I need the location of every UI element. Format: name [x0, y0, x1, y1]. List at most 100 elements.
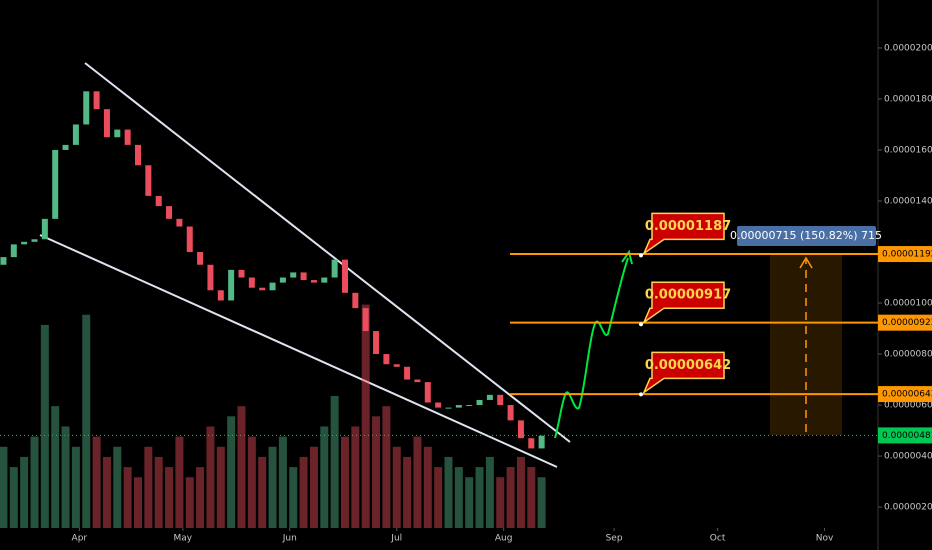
volume-bar	[40, 324, 49, 528]
volume-bar	[71, 446, 80, 528]
callout-label: 0.00001187	[645, 219, 731, 234]
x-tick-label: Jun	[282, 534, 297, 544]
candle-body	[145, 165, 152, 196]
price-label: 0.00000643	[882, 390, 932, 400]
volume-bar	[372, 416, 381, 528]
volume-bar	[465, 477, 474, 528]
x-tick-label: Sep	[606, 534, 623, 544]
target-callout: 0.00000642	[639, 351, 731, 397]
candle-body	[83, 91, 90, 125]
candle-body	[424, 382, 431, 403]
volume-bar	[506, 467, 515, 528]
candle-body	[373, 331, 380, 355]
price-label: 0.00001192	[882, 250, 932, 260]
volume-bar	[206, 426, 215, 528]
candle-body	[383, 354, 390, 365]
candle-body	[393, 364, 400, 367]
candle-body	[10, 244, 17, 258]
candle-body	[414, 379, 421, 383]
candle-body	[103, 109, 110, 138]
upper-trendline	[84, 62, 571, 443]
volume-bar	[413, 436, 422, 528]
candle-body	[72, 124, 79, 145]
x-tick-label: Jul	[390, 534, 402, 544]
volume-bar	[92, 436, 101, 528]
candle-body	[321, 277, 328, 283]
volume-bar	[268, 446, 277, 528]
volume-bar	[102, 456, 111, 528]
callout-point	[639, 392, 643, 397]
candle-body	[259, 287, 266, 291]
volume-bar	[423, 446, 432, 528]
candle-body	[476, 399, 483, 406]
measure-label-box	[737, 226, 876, 246]
measure-arrowhead	[799, 256, 813, 269]
target-callout: 0.00000917	[639, 281, 731, 327]
volume-bar	[175, 436, 184, 528]
volume-bar	[247, 436, 256, 528]
candle-body	[466, 405, 473, 407]
price-label-box	[878, 386, 932, 403]
candle-body	[238, 269, 245, 278]
callout-label: 0.00000642	[645, 358, 731, 373]
candle-body	[166, 206, 173, 219]
candle-body	[404, 366, 411, 380]
candle-body	[197, 252, 204, 265]
callout-point	[639, 253, 643, 258]
volume-bar	[444, 456, 453, 528]
price-label: 0.00000481	[882, 431, 932, 441]
candle-body	[41, 218, 48, 240]
candle-body	[300, 272, 307, 281]
candle-body	[497, 394, 504, 406]
candle-body	[248, 277, 255, 288]
candle-body	[176, 218, 183, 227]
x-tick-label: Nov	[816, 534, 834, 544]
volume-bar	[133, 477, 142, 528]
volume-bar	[20, 456, 29, 528]
candle-body	[134, 144, 141, 166]
candle-body	[538, 435, 545, 449]
volume-bar	[403, 456, 412, 528]
volume-bar	[516, 456, 525, 528]
candle-body	[186, 226, 193, 253]
callout-point	[639, 322, 643, 327]
candle-body	[52, 149, 59, 219]
volume-bar	[123, 467, 132, 528]
callout-box	[642, 351, 725, 395]
candle-body	[341, 259, 348, 293]
volume-bar	[351, 426, 360, 528]
candle-body	[124, 129, 131, 145]
candle-body	[455, 405, 462, 408]
x-tick-label: May	[174, 534, 193, 544]
volume-bar	[144, 446, 153, 528]
candle-body	[362, 308, 369, 332]
x-tick-label: Oct	[710, 534, 726, 544]
volume-bar	[527, 467, 536, 528]
measure-label: 0.00000715 (150.82%) 715	[730, 226, 882, 246]
candle-body	[290, 272, 297, 278]
volume-bar	[340, 436, 349, 528]
x-tick-label: Apr	[72, 534, 88, 544]
price-label-box	[878, 427, 932, 444]
y-tick-label: 0.00002000	[884, 43, 932, 53]
volume-bar	[165, 467, 174, 528]
price-label-box	[878, 314, 932, 331]
volume-bar	[299, 456, 308, 528]
volume-bar	[185, 477, 194, 528]
volume-bar	[113, 446, 122, 528]
volume-bar	[227, 416, 236, 528]
volume-bar	[392, 446, 401, 528]
volume-bar	[237, 406, 246, 528]
volume-bar	[320, 426, 329, 528]
price-label-box	[878, 246, 932, 263]
volume-bar	[434, 467, 443, 528]
volume-bar	[289, 467, 298, 528]
